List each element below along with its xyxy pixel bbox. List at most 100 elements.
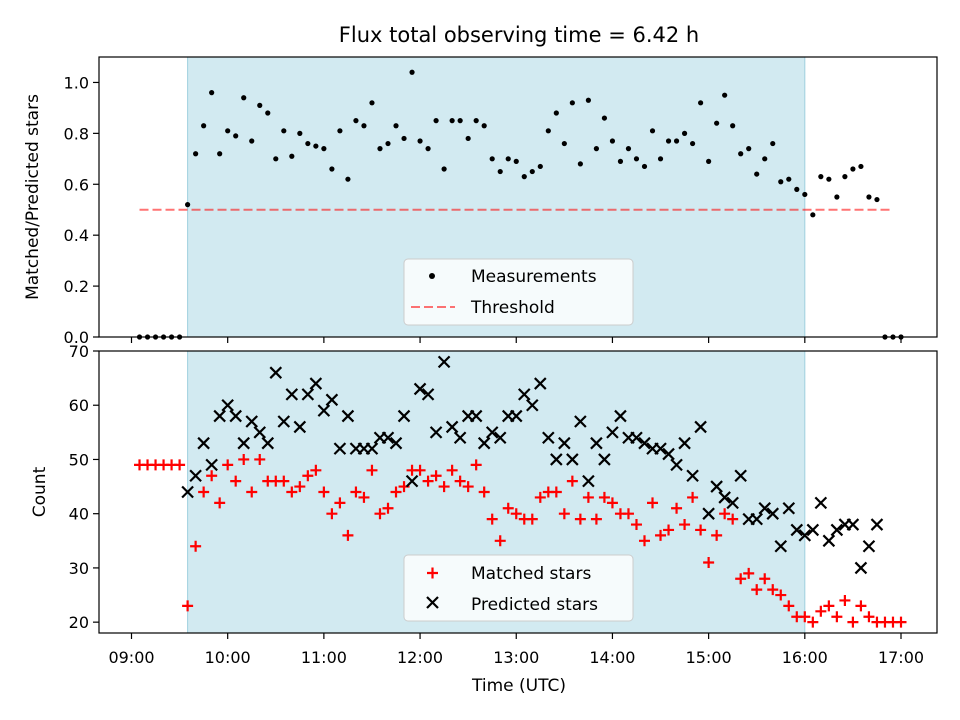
predicted-star-point: [566, 453, 579, 466]
top-axes-frame: [98, 56, 938, 338]
matched-star-point: [462, 481, 474, 493]
matched-star-point: [278, 475, 290, 487]
predicted-star-point: [213, 409, 226, 423]
matched-star-point: [534, 491, 546, 503]
legend-measurements-label: Measurements: [471, 267, 597, 287]
matched-star-point: [358, 491, 370, 503]
matched-star-point: [286, 486, 298, 498]
matched-star-point: [254, 453, 266, 465]
measurement-point: [842, 174, 848, 180]
measurement-point: [433, 118, 439, 124]
measurement-point: [569, 100, 575, 106]
predicted-star-point: [638, 436, 651, 450]
predicted-star-point: [341, 409, 355, 423]
predicted-star-point: [750, 512, 763, 526]
matched-star-point: [214, 497, 226, 509]
matched-star-point: [526, 513, 538, 525]
matched-star-point: [230, 475, 242, 487]
predicted-star-point: [790, 523, 804, 537]
measurement-point: [345, 176, 351, 182]
measurement-point: [497, 168, 503, 175]
measurement-point: [585, 97, 591, 103]
measurement-point: [858, 163, 864, 170]
measurement-point: [730, 123, 736, 129]
predicted-star-point: [253, 426, 267, 439]
bottom-x-tick-label: 11:00: [301, 648, 347, 667]
bottom-y-tick-label: 70: [69, 342, 89, 361]
matched-star-point: [799, 611, 811, 623]
matched-star-point: [566, 475, 578, 487]
matched-star-point: [342, 529, 354, 541]
measurement-point: [393, 123, 399, 129]
matched-star-point: [863, 611, 875, 623]
predicted-star-point: [245, 415, 259, 428]
predicted-star-point: [654, 442, 667, 455]
measurement-point: [377, 146, 383, 152]
measurement-point: [361, 123, 367, 129]
measurement-point: [321, 146, 327, 152]
matched-star-point: [430, 470, 442, 482]
predicted-star-point: [734, 469, 747, 483]
matched-star-point: [647, 497, 659, 509]
predicted-star-point: [237, 436, 250, 450]
predicted-star-point: [822, 534, 836, 548]
matched-star-point: [446, 464, 458, 476]
matched-star-point: [855, 600, 867, 612]
matched-star-point: [582, 491, 594, 503]
measurement-point: [649, 128, 656, 134]
bottom-axes-frame: [98, 350, 938, 634]
matched-star-point: [663, 524, 675, 536]
measurement-point: [481, 123, 487, 129]
measurement-point: [409, 69, 415, 75]
predicted-star-point: [766, 507, 780, 520]
measurement-point: [505, 156, 511, 162]
top-y-tick-label: 0.2: [64, 277, 89, 296]
matched-star-point: [655, 529, 667, 541]
bottom-x-tick-label: 15:00: [686, 648, 732, 667]
measurement-point: [665, 138, 672, 144]
predicted-star-point: [702, 507, 715, 520]
top-y-tick-label: 0.8: [64, 124, 89, 143]
legend-threshold-label: Threshold: [470, 298, 555, 318]
matched-star-point: [598, 491, 610, 503]
top-panel: 0.0 0.2 0.4 0.6 0.8 1.0 Matched/Predicted sta…: [23, 56, 938, 347]
bottom-legend: Matched stars Predicted stars: [403, 554, 634, 622]
matched-star-point: [326, 508, 338, 520]
matched-star-point: [174, 459, 186, 471]
measurement-point: [561, 140, 567, 147]
matched-star-point: [783, 600, 795, 612]
measurement-point: [273, 156, 279, 162]
predicted-star-point: [453, 431, 467, 445]
predicted-star-point: [782, 501, 796, 515]
matched-star-point: [478, 486, 490, 498]
matched-stars-points: [134, 453, 907, 628]
measurement-point: [866, 194, 872, 200]
legend-predicted-marker: [426, 596, 439, 609]
matched-star-point: [574, 513, 586, 525]
predicted-star-point: [694, 420, 707, 434]
measurement-point: [425, 146, 431, 152]
measurement-point: [233, 133, 239, 139]
measurement-point: [706, 158, 712, 164]
matched-star-point: [639, 535, 650, 547]
matched-star-point: [679, 519, 691, 531]
matched-star-point: [438, 481, 450, 493]
matched-star-point: [422, 475, 434, 487]
measurement-point: [465, 135, 471, 142]
predicted-star-point: [229, 409, 242, 423]
predicted-star-point: [333, 442, 347, 455]
x-axis-label: Time (UTC): [471, 676, 566, 696]
measurement-point: [553, 110, 559, 116]
measurement-point: [209, 90, 215, 96]
bottom-y-axis: 20 30 40 50 60 70: [69, 342, 99, 632]
measurement-point: [513, 158, 519, 164]
predicted-star-point: [814, 496, 828, 510]
measurement-point: [545, 128, 551, 134]
predicted-star-point: [678, 436, 691, 450]
measurement-point: [722, 92, 728, 98]
measurement-point: [689, 140, 696, 147]
matched-star-point: [751, 584, 763, 596]
legend-matched-label: Matched stars: [471, 564, 591, 584]
measurement-point: [537, 163, 543, 170]
matched-star-point: [486, 513, 498, 525]
